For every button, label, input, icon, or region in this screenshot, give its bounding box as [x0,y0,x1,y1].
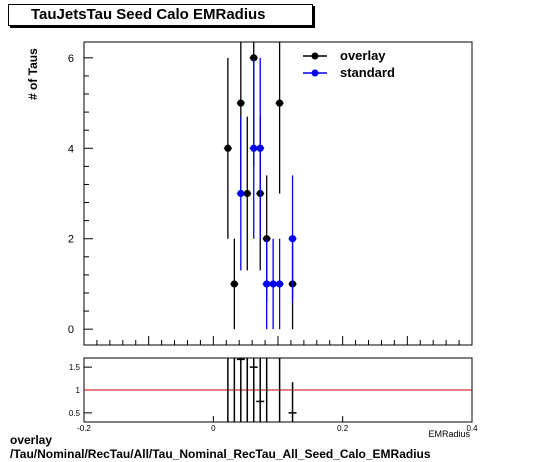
x-axis-label: EMRadius [428,429,470,439]
y-axis-label: # of Taus [26,48,40,100]
standard-data-point [263,280,271,288]
legend-standard-marker [311,69,319,77]
overlay-data-point [230,280,238,288]
x-tick-label: -0.2 [77,424,91,433]
y-tick-label: 0 [68,324,74,336]
caption-line-1: overlay [10,433,53,447]
standard-data-point [276,280,284,288]
legend-overlay-marker [311,52,319,60]
ratio-y-tick-label: 1 [76,386,81,395]
standard-data-point [256,144,264,152]
ratio-y-tick-label: 0.5 [69,409,81,418]
overlay-data-point [243,189,251,198]
main-x-axis [83,336,473,345]
x-tick-label: 0.4 [466,424,478,433]
y-tick-label: 2 [68,234,74,246]
title-box: TauJetsTau Seed Calo EMRadius [8,4,313,26]
main-y-axis: 0 2 4 6 [68,53,93,336]
caption: overlay /Tau/Nominal/RecTau/All/Tau_Nomi… [10,433,431,461]
overlay-data-point [224,144,232,152]
main-plot-frame [83,41,473,346]
ratio-axes: 0.5 1 1.5 -0.2 0 0.2 0.4 [69,363,478,433]
standard-data-point [237,189,245,198]
x-tick-label: 0.2 [337,424,349,433]
standard-data-point [288,235,297,243]
x-tick-label: 0 [211,424,216,433]
y-tick-label: 6 [68,53,74,65]
chart-title: TauJetsTau Seed Calo EMRadius [31,6,266,23]
standard-data-point [269,280,277,288]
ratio-data-marks [227,358,297,422]
overlay-data-point [237,99,245,107]
main-data-marks [223,42,297,330]
ratio-y-tick-label: 1.5 [69,363,81,372]
legend-overlay-label: overlay [340,48,386,63]
standard-data-point [250,144,258,152]
overlay-data-point [276,99,284,107]
y-tick-label: 4 [68,143,74,155]
caption-line-2: /Tau/Nominal/RecTau/All/Tau_Nominal_RecT… [10,447,431,461]
legend: overlay standard [303,48,395,80]
legend-standard-label: standard [340,65,395,80]
